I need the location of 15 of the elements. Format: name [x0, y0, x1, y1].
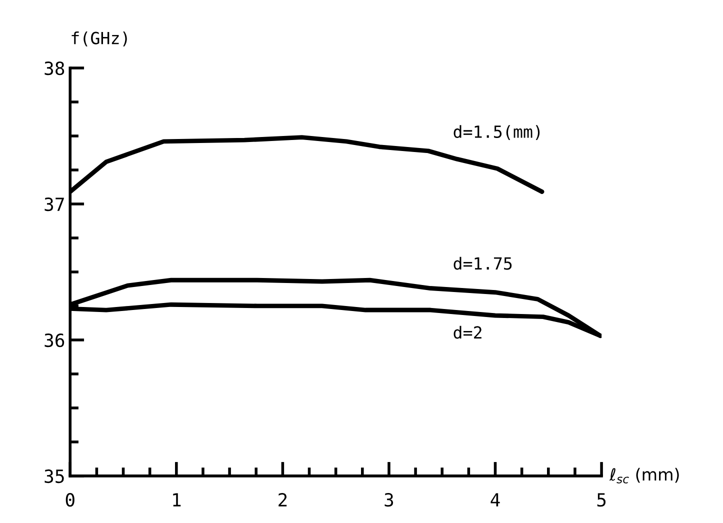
x-tick-label: 5 — [597, 493, 606, 507]
y-tick-label: 38 — [44, 61, 64, 76]
series-label: d=2 — [454, 326, 482, 339]
series-label: d=1.5(mm) — [454, 125, 540, 140]
y-tick-label: 37 — [44, 197, 64, 212]
y-tick-label: 36 — [44, 333, 64, 348]
x-tick-label: 1 — [173, 493, 181, 506]
series-label: d=1.75 — [454, 256, 512, 270]
x-tick-label: 3 — [384, 493, 394, 507]
x-tick-label: 2 — [278, 493, 287, 506]
y-tick-label: 35 — [44, 469, 64, 484]
x-tick-label: 0 — [66, 493, 74, 507]
x-axis-title: ℓ$_{sc}$ (mm) — [609, 468, 679, 484]
x-tick-label: 4 — [490, 493, 500, 506]
y-axis-title: f(GHz) — [72, 31, 127, 46]
